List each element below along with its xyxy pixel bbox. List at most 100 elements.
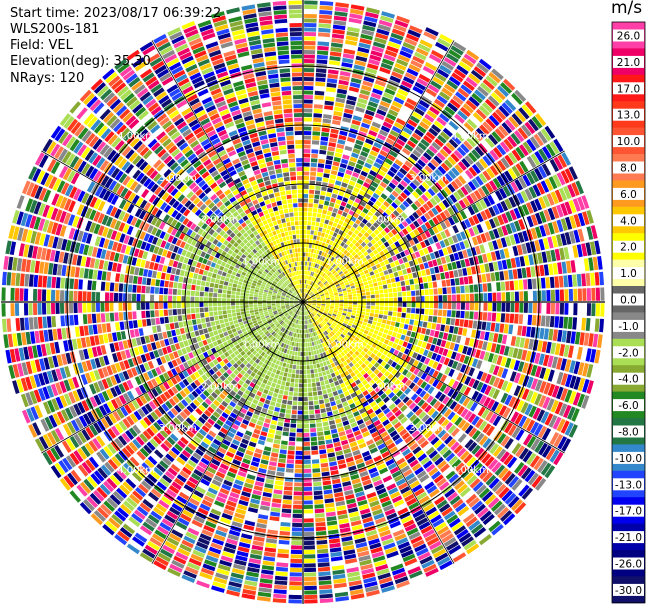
velocity-gate: [303, 482, 312, 487]
velocity-gate: [297, 419, 303, 424]
velocity-gate: [318, 334, 322, 339]
velocity-gate: [337, 353, 343, 359]
velocity-gate: [329, 461, 337, 467]
velocity-gate: [550, 303, 555, 315]
velocity-gate: [417, 340, 423, 347]
velocity-gate: [234, 454, 243, 462]
velocity-gate: [342, 360, 348, 366]
velocity-gate: [309, 266, 313, 271]
velocity-gate: [325, 276, 330, 281]
velocity-gate: [312, 359, 316, 365]
velocity-gate: [382, 212, 389, 219]
velocity-gate: [283, 422, 290, 428]
velocity-gate: [367, 362, 373, 369]
velocity-gate: [316, 269, 320, 274]
velocity-gate: [366, 158, 374, 165]
velocity-gate: [581, 243, 588, 257]
velocity-gate: [358, 155, 367, 162]
velocity-gate: [369, 401, 377, 408]
velocity-gate: [321, 337, 326, 342]
velocity-gate: [303, 90, 314, 95]
velocity-gate: [240, 462, 250, 469]
velocity-gate: [556, 386, 564, 400]
velocity-gate: [504, 170, 513, 182]
velocity-gate: [320, 295, 325, 298]
velocity-gate: [154, 449, 164, 459]
velocity-gate: [330, 42, 343, 48]
velocity-gate: [274, 339, 278, 344]
velocity-gate: [363, 521, 375, 528]
velocity-gate: [291, 312, 295, 316]
velocity-gate: [523, 279, 528, 290]
velocity-gate: [329, 174, 337, 180]
velocity-gate: [558, 275, 564, 288]
velocity-gate: [275, 322, 280, 326]
velocity-gate: [482, 341, 488, 351]
velocity-gate: [436, 233, 443, 241]
velocity-gate: [268, 346, 274, 351]
velocity-gate: [361, 257, 367, 263]
velocity-gate: [398, 238, 405, 246]
velocity-gate: [267, 529, 278, 535]
velocity-gate: [330, 303, 335, 306]
velocity-gate: [296, 338, 299, 343]
velocity-gate: [319, 1, 334, 6]
velocity-gate: [274, 349, 278, 354]
velocity-gate: [495, 108, 507, 121]
velocity-gate: [290, 327, 293, 332]
velocity-gate: [373, 435, 382, 442]
velocity-gate: [371, 214, 378, 221]
velocity-gate: [334, 305, 339, 308]
velocity-gate: [132, 536, 145, 547]
velocity-gate: [394, 533, 407, 542]
velocity-gate: [424, 404, 432, 413]
velocity-gate: [585, 318, 591, 331]
velocity-gate: [389, 520, 401, 529]
velocity-gate: [342, 290, 347, 294]
velocity-gate: [356, 404, 364, 410]
velocity-gate: [317, 45, 329, 51]
velocity-gate: [179, 543, 192, 553]
velocity-gate: [388, 288, 393, 293]
velocity-gate: [199, 503, 211, 512]
velocity-gate: [332, 287, 337, 291]
velocity-gate: [471, 163, 481, 174]
velocity-gate: [303, 504, 313, 510]
velocity-gate: [256, 420, 264, 426]
velocity-gate: [360, 186, 368, 193]
velocity-gate: [351, 347, 357, 353]
velocity-gate: [436, 192, 445, 201]
velocity-field-wedges: [1, 0, 605, 604]
velocity-gate: [385, 334, 392, 341]
velocity-gate: [482, 513, 495, 526]
velocity-gate: [331, 212, 337, 218]
velocity-gate: [308, 328, 311, 333]
velocity-gate: [313, 199, 319, 204]
velocity-gate: [383, 92, 394, 100]
velocity-gate: [398, 358, 405, 366]
velocity-gate: [388, 403, 396, 411]
velocity-gate: [383, 248, 389, 255]
velocity-gate: [254, 481, 264, 487]
velocity-gate: [484, 331, 490, 341]
velocity-gate: [501, 102, 513, 115]
velocity-gate: [377, 233, 384, 239]
velocity-gate: [323, 258, 328, 263]
velocity-gate: [348, 294, 353, 298]
velocity-gate: [437, 416, 446, 425]
velocity-gate: [403, 519, 415, 528]
velocity-gate: [301, 307, 303, 311]
velocity-gate: [293, 342, 297, 347]
velocity-gate: [313, 113, 322, 118]
velocity-gate: [279, 526, 291, 532]
velocity-gate: [546, 303, 551, 314]
velocity-gate: [269, 386, 275, 392]
velocity-gate: [309, 364, 314, 370]
velocity-gate: [503, 454, 514, 466]
velocity-gate: [431, 323, 437, 330]
velocity-gate: [321, 305, 325, 308]
velocity-gate: [513, 220, 521, 232]
velocity-gate: [334, 102, 345, 108]
velocity-gate: [197, 444, 207, 453]
velocity-gate: [442, 449, 452, 459]
